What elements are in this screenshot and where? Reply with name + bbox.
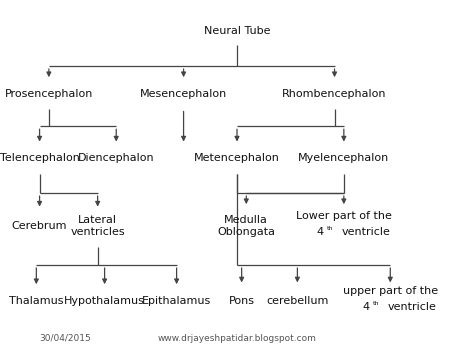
Text: Hypothalamus: Hypothalamus (64, 296, 145, 306)
Text: Mesencephalon: Mesencephalon (140, 89, 227, 99)
Text: 4: 4 (316, 228, 323, 237)
Text: th: th (373, 301, 380, 306)
Text: Rhombencephalon: Rhombencephalon (283, 89, 387, 99)
Text: ventricle: ventricle (342, 228, 391, 237)
Text: 4: 4 (363, 302, 370, 312)
Text: Telencephalon: Telencephalon (0, 153, 80, 163)
Text: Medulla
Oblongata: Medulla Oblongata (217, 215, 275, 237)
Text: upper part of the: upper part of the (343, 286, 438, 296)
Text: Neural Tube: Neural Tube (204, 26, 270, 36)
Text: Pons: Pons (228, 296, 255, 306)
Text: Thalamus: Thalamus (9, 296, 64, 306)
Text: th: th (327, 226, 333, 231)
Text: cerebellum: cerebellum (266, 296, 328, 306)
Text: Epithalamus: Epithalamus (142, 296, 211, 306)
Text: Metencephalon: Metencephalon (194, 153, 280, 163)
Text: Diencephalon: Diencephalon (78, 153, 155, 163)
Text: Prosencephalon: Prosencephalon (5, 89, 93, 99)
Text: www.drjayeshpatidar.blogspot.com: www.drjayeshpatidar.blogspot.com (157, 334, 317, 343)
Text: Lower part of the: Lower part of the (296, 212, 392, 222)
Text: Cerebrum: Cerebrum (12, 221, 67, 231)
Text: Lateral
ventricles: Lateral ventricles (70, 215, 125, 237)
Text: Myelencephalon: Myelencephalon (298, 153, 390, 163)
Text: ventricle: ventricle (388, 302, 437, 312)
Text: 30/04/2015: 30/04/2015 (39, 334, 91, 343)
